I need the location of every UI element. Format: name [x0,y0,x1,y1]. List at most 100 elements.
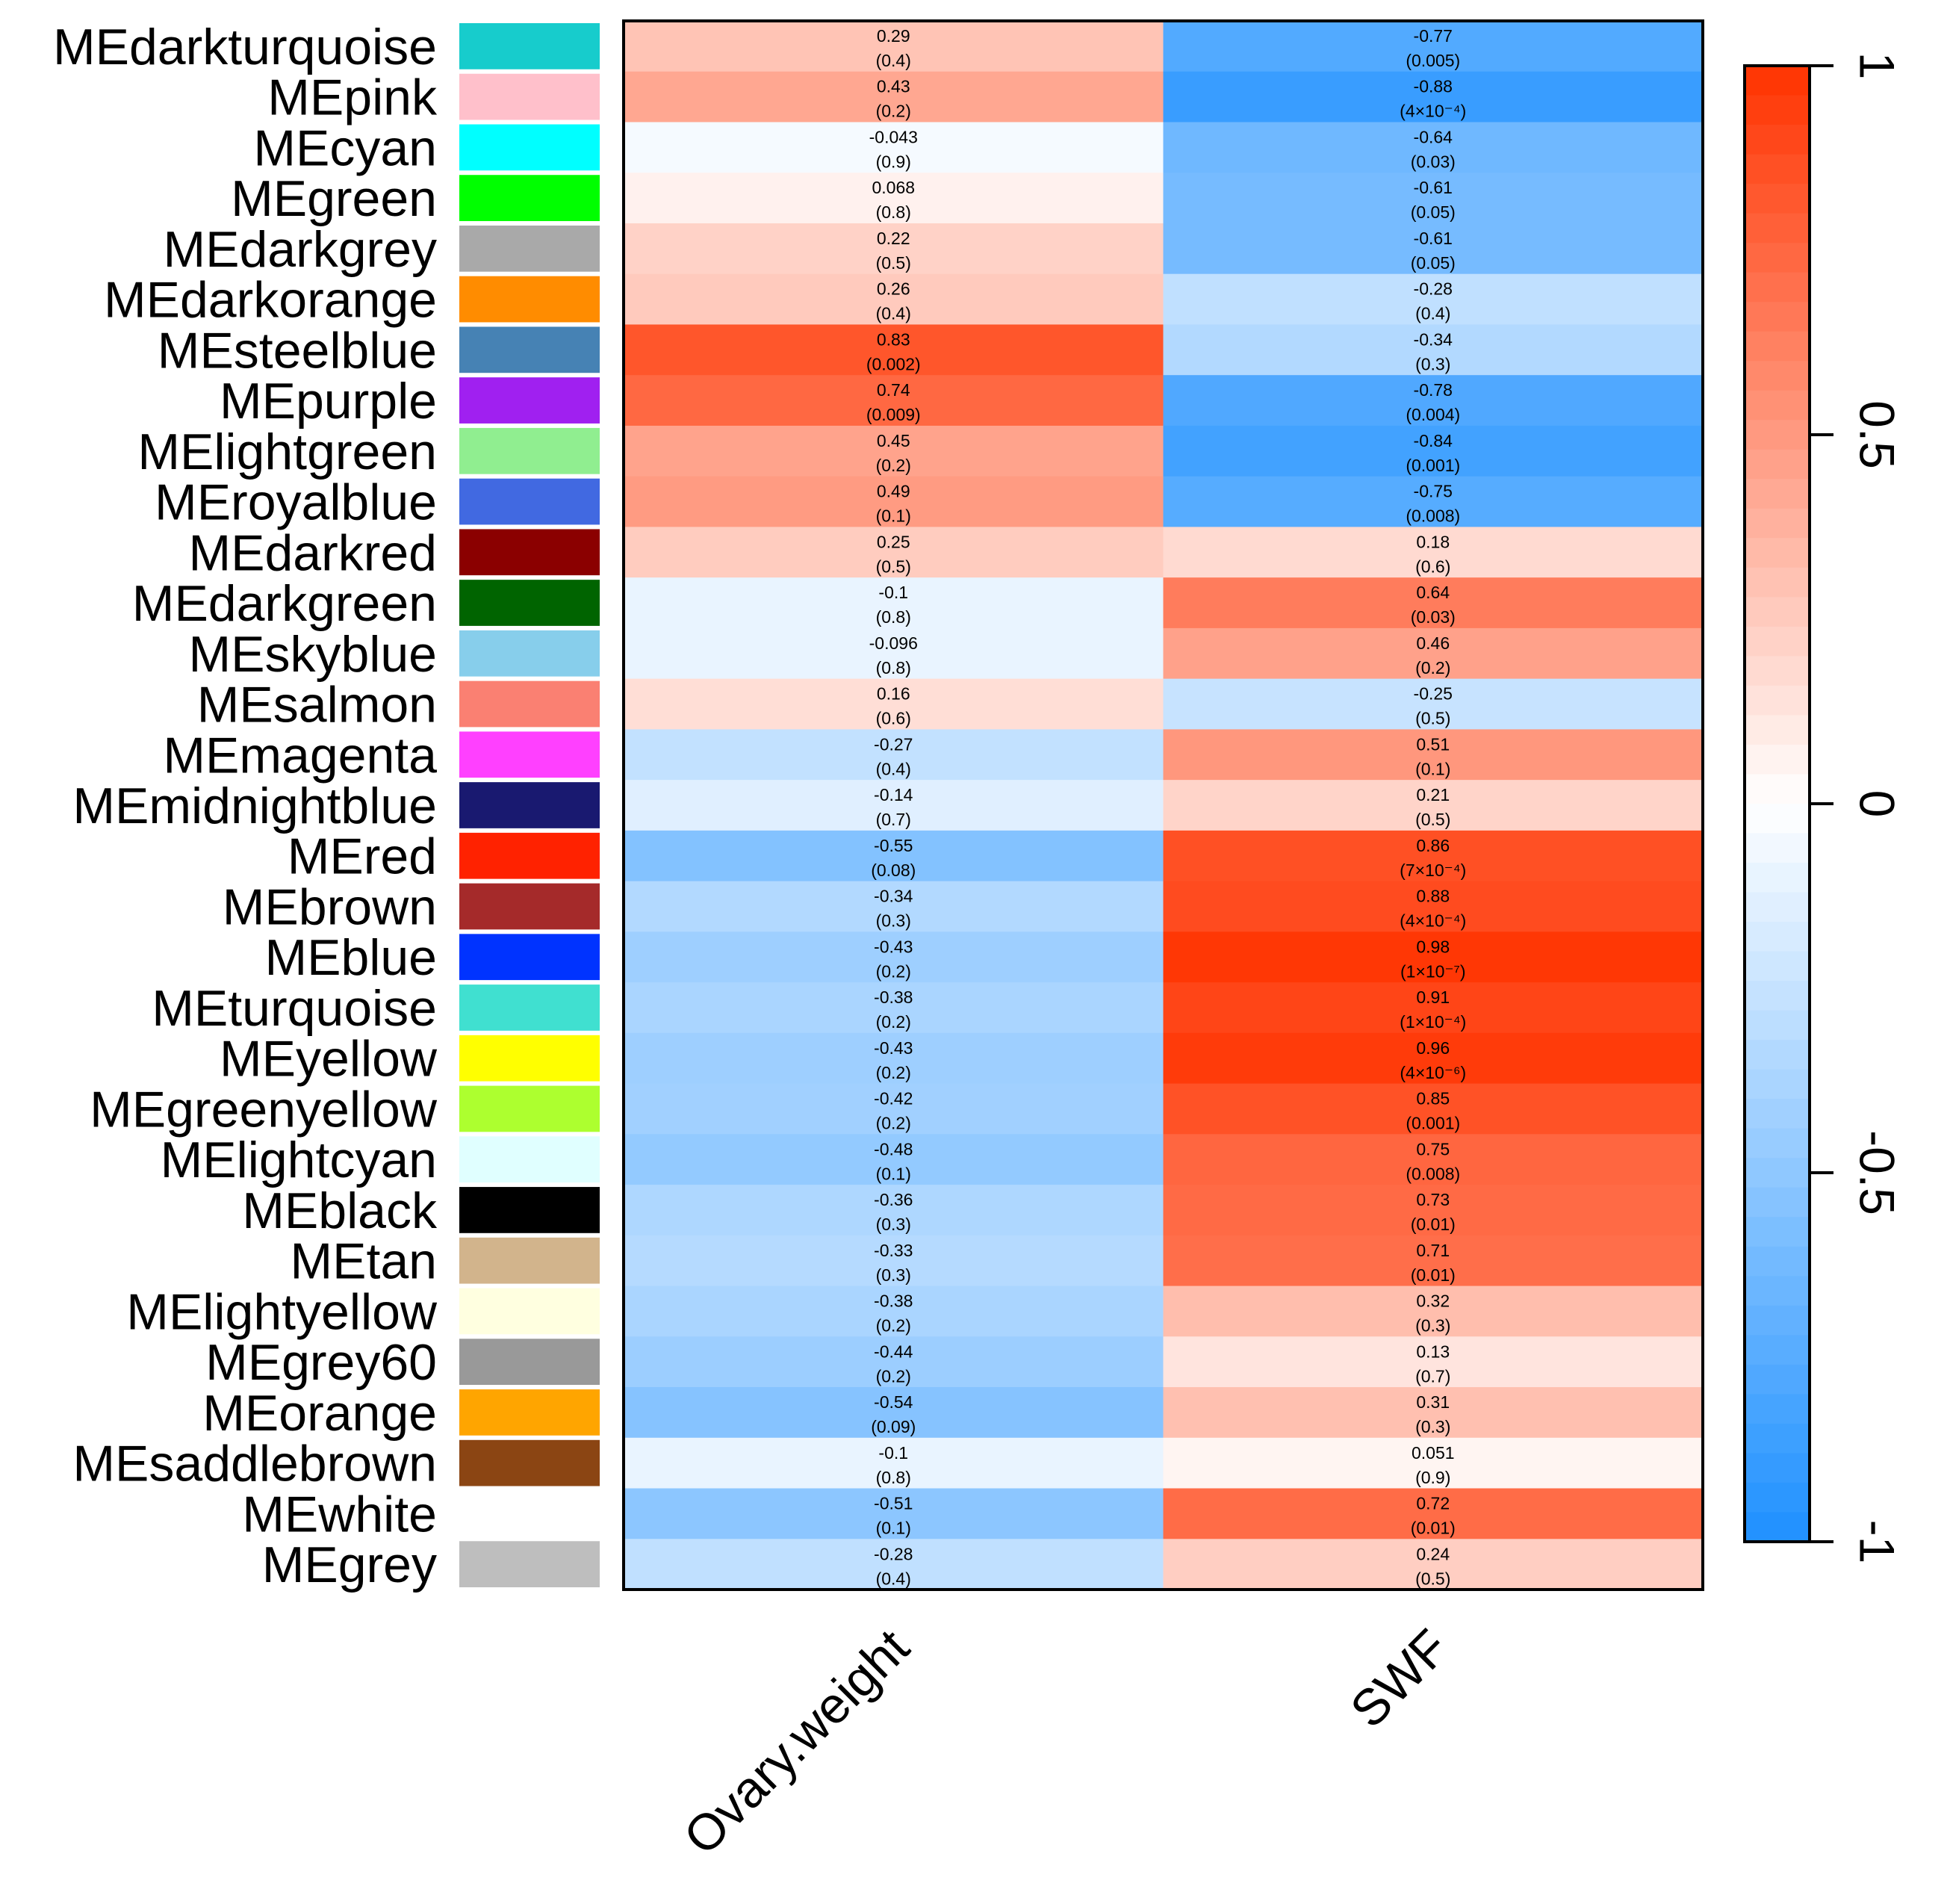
row-label: MEsteelblue [158,322,437,379]
cell-correlation: 0.22 [877,229,910,248]
module-color-swatch [459,1035,600,1082]
row-label: MEmagenta [163,727,437,784]
cell-correlation: -0.61 [1414,229,1453,248]
row-label: MEmidnightblue [72,778,437,834]
cell-correlation: 0.24 [1416,1544,1450,1563]
cell-correlation: 0.18 [1416,532,1450,551]
cell-correlation: 0.46 [1416,633,1450,653]
cell-pvalue: (0.1) [876,1519,911,1538]
color-scale-step [1745,1187,1810,1218]
row-label: MEdarkturquoise [53,19,437,75]
heatmap-cell [1163,678,1703,730]
row-label: MEsaddlebrown [72,1436,437,1492]
color-scale-tick-label: 0 [1850,790,1905,818]
cell-correlation: -0.33 [874,1241,913,1260]
heatmap-cell [624,476,1164,527]
heatmap-row: MEdarkgreen -0.1 (0.8) 0.64 (0.03) [132,575,1703,632]
cell-pvalue: (0.8) [876,658,911,677]
cell-pvalue: (0.2) [876,1366,911,1386]
cell-pvalue: (1×10⁻⁷) [1400,961,1466,981]
module-color-swatch [459,377,600,424]
cell-pvalue: (0.8) [876,1468,911,1487]
row-label: MElightcyan [161,1132,437,1188]
heatmap-cell [1163,577,1703,629]
cell-pvalue: (4×10⁻⁴) [1400,102,1466,121]
color-scale-step [1745,744,1810,775]
heatmap-row: MElightyellow -0.38 (0.2) 0.32 (0.3) [126,1283,1703,1340]
color-scale-step [1745,833,1810,863]
row-label: MEsalmon [197,677,437,734]
cell-correlation: 0.25 [877,532,910,551]
cell-pvalue: (0.2) [876,102,911,121]
cell-correlation: 0.96 [1416,1038,1450,1058]
module-color-swatch [459,731,600,778]
cell-pvalue: (0.2) [1415,658,1450,677]
cell-correlation: 0.75 [1416,1139,1450,1159]
module-color-swatch [459,427,600,474]
heatmap-cell [1163,324,1703,376]
module-color-swatch [459,680,600,728]
heatmap-cell [1163,1387,1703,1439]
module-color-swatch [459,1541,600,1587]
heatmap-row: MElightcyan -0.48 (0.1) 0.75 (0.008) [161,1132,1703,1188]
cell-correlation: 0.051 [1412,1443,1455,1463]
color-scale-step [1745,213,1810,244]
color-scale-tick-label: 0.5 [1850,400,1905,469]
row-label: MEblue [264,929,437,986]
column-label: SWF [1340,1619,1460,1739]
color-scale-step [1745,1394,1810,1424]
cell-correlation: 0.29 [877,26,910,46]
color-scale-step [1745,774,1810,804]
cell-correlation: -0.28 [874,1544,913,1563]
row-label: MEpink [267,69,438,126]
cell-correlation: -0.51 [874,1494,913,1513]
color-scale-tick-label: -0.5 [1850,1130,1905,1215]
color-scale-step [1745,390,1810,421]
color-scale-step [1745,1276,1810,1306]
heatmap-row: MEgreen 0.068 (0.8) -0.61 (0.05) [231,170,1703,227]
heatmap-row: MEdarkred 0.25 (0.5) 0.18 (0.6) [188,524,1703,581]
cell-pvalue: (0.5) [876,253,911,273]
heatmap-cell [1163,173,1703,224]
row-label: MEyellow [220,1031,438,1088]
heatmap-cell [624,982,1164,1034]
color-scale-tick-label: -1 [1850,1520,1905,1564]
heatmap-row: MEcyan -0.043 (0.9) -0.64 (0.03) [253,120,1703,176]
color-scale-step [1745,1158,1810,1188]
cell-pvalue: (0.5) [1415,709,1450,728]
cell-pvalue: (0.09) [871,1417,916,1436]
cell-pvalue: (0.1) [1415,759,1450,778]
heatmap-row: MEyellow -0.43 (0.2) 0.96 (4×10⁻⁶) [220,1031,1703,1088]
cell-pvalue: (4×10⁻⁶) [1400,1063,1466,1082]
heatmap-cell [1163,1134,1703,1185]
row-label: MEpurple [220,373,437,430]
heatmap-cell [624,425,1164,477]
cell-pvalue: (0.3) [876,1215,911,1234]
color-scale-step [1745,420,1810,450]
heatmap-row: MEmagenta -0.27 (0.4) 0.51 (0.1) [163,727,1703,784]
cell-pvalue: (4×10⁻⁴) [1400,911,1466,931]
module-color-swatch [459,175,600,221]
heatmap-cell [1163,1539,1703,1590]
cell-pvalue: (0.4) [876,1569,911,1588]
cell-correlation: -0.27 [874,734,913,754]
heatmap-cell [624,21,1164,72]
row-label: MEdarkred [188,524,437,581]
heatmap-row: MEturquoise -0.38 (0.2) 0.91 (1×10⁻⁴) [152,980,1703,1037]
module-color-swatch [459,630,600,677]
row-label: MEgrey [262,1536,437,1593]
color-scale-step [1745,951,1810,982]
cell-correlation: -0.42 [874,1089,913,1108]
heatmap-row: MEgreenyellow -0.42 (0.2) 0.85 (0.001) [90,1081,1703,1138]
heatmap-cell [1163,122,1703,173]
cell-correlation: -0.34 [874,887,913,906]
cell-correlation: -0.25 [1414,684,1453,704]
cell-correlation: 0.91 [1416,987,1450,1007]
cell-correlation: 0.98 [1416,937,1450,956]
cell-correlation: -0.38 [874,1291,913,1311]
color-scale-step [1745,1453,1810,1483]
cell-pvalue: (0.03) [1411,607,1456,627]
module-color-swatch [459,225,600,272]
cell-pvalue: (0.8) [876,202,911,222]
color-scale-step [1745,154,1810,184]
